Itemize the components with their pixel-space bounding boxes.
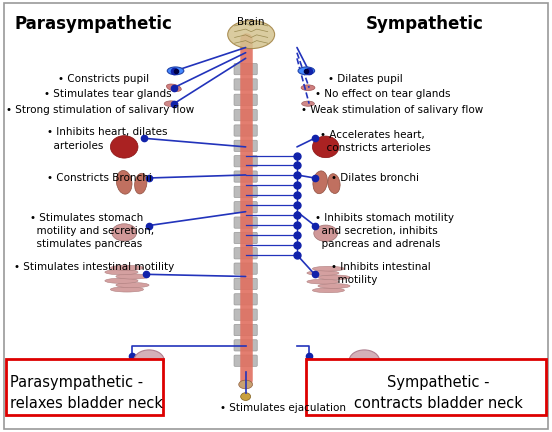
Text: • No effect on tear glands: • No effect on tear glands — [315, 89, 450, 99]
Ellipse shape — [312, 288, 344, 293]
Text: • Stimulates intestinal motility: • Stimulates intestinal motility — [14, 262, 174, 272]
Ellipse shape — [238, 380, 253, 389]
Ellipse shape — [110, 287, 144, 292]
Text: Parasympathetic: Parasympathetic — [15, 15, 173, 33]
Ellipse shape — [312, 266, 344, 271]
Bar — [6, 359, 163, 415]
Text: • Inhibits heart, dilates
  arterioles: • Inhibits heart, dilates arterioles — [47, 127, 167, 151]
Text: Sympathetic -
contracts bladder neck: Sympathetic - contracts bladder neck — [354, 375, 523, 411]
Ellipse shape — [349, 350, 380, 372]
FancyBboxPatch shape — [234, 309, 257, 320]
Ellipse shape — [328, 174, 340, 194]
FancyBboxPatch shape — [234, 324, 257, 336]
Ellipse shape — [227, 20, 275, 49]
FancyBboxPatch shape — [234, 232, 257, 244]
FancyBboxPatch shape — [234, 171, 257, 182]
FancyBboxPatch shape — [234, 355, 257, 366]
FancyBboxPatch shape — [234, 217, 257, 228]
FancyBboxPatch shape — [234, 110, 257, 121]
Ellipse shape — [105, 278, 138, 283]
Text: • Constricts Bronchi: • Constricts Bronchi — [47, 173, 152, 183]
Ellipse shape — [314, 225, 338, 241]
Ellipse shape — [301, 101, 315, 106]
Ellipse shape — [318, 275, 350, 280]
Text: Sympathetic: Sympathetic — [366, 15, 484, 33]
FancyBboxPatch shape — [234, 79, 257, 90]
FancyBboxPatch shape — [234, 64, 257, 75]
Ellipse shape — [241, 393, 251, 400]
Text: • Weak stimulation of salivary flow: • Weak stimulation of salivary flow — [301, 105, 483, 114]
FancyBboxPatch shape — [234, 202, 257, 213]
Text: • Stimulates tear glands: • Stimulates tear glands — [44, 89, 172, 99]
Ellipse shape — [116, 274, 149, 279]
Text: • Stimulates stomach
  motility and secretion,
  stimulates pancreas: • Stimulates stomach motility and secret… — [30, 213, 155, 249]
Ellipse shape — [318, 283, 350, 289]
FancyBboxPatch shape — [234, 263, 257, 274]
Ellipse shape — [301, 85, 315, 90]
Ellipse shape — [164, 101, 178, 107]
FancyBboxPatch shape — [234, 94, 257, 105]
FancyBboxPatch shape — [234, 340, 257, 351]
Text: • Inhibits intestinal
  motility: • Inhibits intestinal motility — [331, 262, 431, 286]
Ellipse shape — [313, 171, 327, 194]
Text: • Dilates pupil: • Dilates pupil — [328, 74, 403, 84]
Text: • Constricts pupil: • Constricts pupil — [58, 74, 149, 84]
Ellipse shape — [105, 270, 138, 275]
Text: • Dilates bronchi: • Dilates bronchi — [331, 173, 419, 183]
FancyBboxPatch shape — [234, 186, 257, 197]
Ellipse shape — [135, 173, 147, 194]
FancyBboxPatch shape — [234, 294, 257, 305]
Ellipse shape — [298, 67, 315, 75]
FancyBboxPatch shape — [234, 278, 257, 289]
Ellipse shape — [134, 350, 164, 372]
FancyBboxPatch shape — [234, 125, 257, 136]
Text: • Inhibits stomach motility
  and secretion, inhibits
  pancreas and adrenals: • Inhibits stomach motility and secretio… — [315, 213, 454, 249]
Text: • Strong stimulation of salivary flow: • Strong stimulation of salivary flow — [6, 105, 194, 114]
Ellipse shape — [116, 171, 132, 194]
Bar — [306, 359, 546, 415]
Ellipse shape — [312, 136, 339, 158]
Ellipse shape — [116, 283, 149, 288]
Ellipse shape — [307, 279, 339, 284]
FancyBboxPatch shape — [234, 140, 257, 152]
Ellipse shape — [112, 224, 137, 241]
FancyBboxPatch shape — [234, 156, 257, 167]
Text: • Accelerates heart,
  constricts arterioles: • Accelerates heart, constricts arteriol… — [320, 130, 431, 153]
Ellipse shape — [110, 265, 144, 270]
Ellipse shape — [167, 84, 181, 92]
FancyBboxPatch shape — [234, 248, 257, 259]
Text: Parasympathetic -
relaxes bladder neck: Parasympathetic - relaxes bladder neck — [10, 375, 163, 411]
Ellipse shape — [110, 136, 138, 158]
Text: • Stimulates ejaculation: • Stimulates ejaculation — [220, 403, 346, 413]
Text: Brain: Brain — [237, 17, 265, 27]
Ellipse shape — [167, 67, 184, 75]
Ellipse shape — [307, 270, 339, 276]
